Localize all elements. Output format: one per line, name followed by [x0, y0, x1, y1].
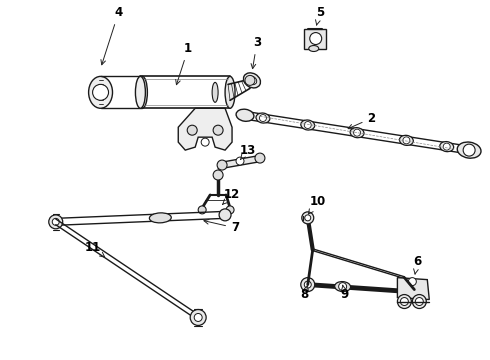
- Ellipse shape: [247, 76, 257, 85]
- Ellipse shape: [135, 76, 146, 108]
- Ellipse shape: [236, 109, 254, 121]
- Circle shape: [310, 32, 322, 45]
- Text: 8: 8: [301, 285, 309, 301]
- Polygon shape: [218, 155, 262, 169]
- Circle shape: [213, 170, 223, 180]
- Circle shape: [339, 283, 346, 291]
- Circle shape: [190, 310, 206, 325]
- Circle shape: [217, 160, 227, 170]
- Circle shape: [259, 114, 267, 122]
- Circle shape: [226, 206, 234, 214]
- Ellipse shape: [149, 213, 171, 223]
- Circle shape: [213, 125, 223, 135]
- Text: 1: 1: [176, 42, 192, 85]
- Ellipse shape: [301, 120, 315, 130]
- Circle shape: [305, 215, 311, 221]
- Ellipse shape: [350, 128, 364, 138]
- Text: 3: 3: [251, 36, 261, 69]
- Circle shape: [198, 206, 206, 214]
- Text: 6: 6: [413, 255, 421, 274]
- Circle shape: [416, 298, 423, 306]
- Text: 13: 13: [240, 144, 256, 159]
- Circle shape: [397, 294, 412, 309]
- Polygon shape: [304, 28, 326, 49]
- Circle shape: [52, 219, 59, 225]
- Ellipse shape: [309, 45, 318, 51]
- Text: 11: 11: [84, 241, 105, 257]
- Ellipse shape: [137, 76, 147, 108]
- Text: 4: 4: [101, 6, 122, 65]
- Ellipse shape: [457, 142, 481, 158]
- Circle shape: [201, 138, 209, 146]
- Ellipse shape: [212, 82, 218, 102]
- Circle shape: [49, 215, 63, 229]
- Text: 5: 5: [316, 6, 324, 25]
- Text: 12: 12: [222, 188, 240, 204]
- Circle shape: [304, 122, 311, 129]
- Ellipse shape: [335, 282, 350, 292]
- Text: 2: 2: [348, 112, 375, 129]
- Ellipse shape: [440, 141, 454, 152]
- Circle shape: [408, 278, 416, 285]
- Circle shape: [463, 144, 475, 156]
- Circle shape: [301, 278, 315, 292]
- Circle shape: [302, 212, 314, 224]
- Ellipse shape: [89, 76, 113, 108]
- Circle shape: [255, 153, 265, 163]
- Polygon shape: [397, 278, 429, 300]
- Circle shape: [413, 294, 426, 309]
- Polygon shape: [178, 108, 232, 150]
- Ellipse shape: [225, 76, 235, 108]
- Circle shape: [304, 281, 311, 288]
- Text: 10: 10: [308, 195, 326, 214]
- Circle shape: [443, 143, 450, 150]
- Ellipse shape: [256, 113, 270, 123]
- Ellipse shape: [244, 73, 261, 88]
- Ellipse shape: [399, 135, 413, 145]
- Circle shape: [354, 129, 361, 136]
- Circle shape: [403, 137, 410, 144]
- Circle shape: [187, 125, 197, 135]
- Circle shape: [219, 209, 231, 221]
- Circle shape: [93, 84, 108, 100]
- Circle shape: [400, 298, 408, 306]
- Text: 9: 9: [341, 285, 349, 301]
- Circle shape: [194, 314, 202, 321]
- Circle shape: [236, 157, 244, 165]
- Circle shape: [245, 75, 255, 85]
- Text: 7: 7: [204, 220, 239, 234]
